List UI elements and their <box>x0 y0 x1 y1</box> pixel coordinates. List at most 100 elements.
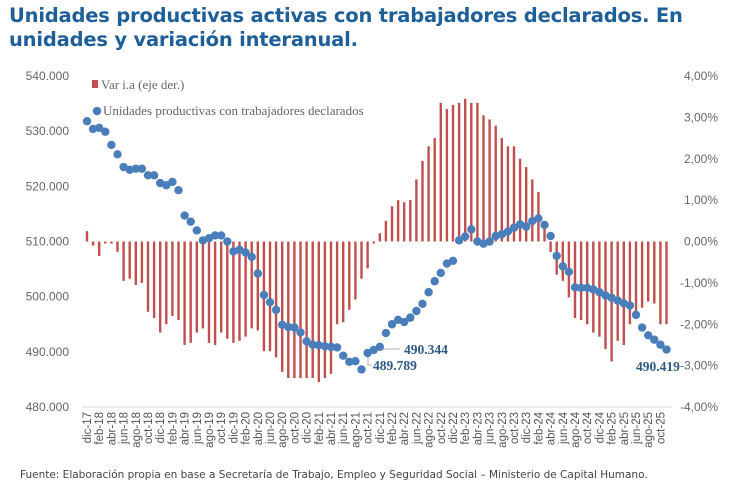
dot-jun-21 <box>339 351 348 360</box>
right-tick-label: 4,00% <box>684 69 718 83</box>
legend-label-bar: Var i.a (eje der.) <box>101 77 184 92</box>
bar-jun-22 <box>415 179 418 242</box>
x-tick-label: ago-23 <box>497 412 509 448</box>
bar-jul-23 <box>494 125 497 242</box>
dot-mar-19 <box>174 185 183 195</box>
x-tick-label: ago-24 <box>570 411 582 447</box>
x-tick-label: feb-24 <box>533 411 545 444</box>
left-tick-label: 530.000 <box>26 124 70 138</box>
dot-abr-18 <box>107 140 116 150</box>
dot-jul-25 <box>637 323 647 332</box>
x-tick-label: abr-23 <box>472 412 484 445</box>
bar-ago-22 <box>427 146 430 242</box>
bar-feb-21 <box>317 241 320 383</box>
right-tick-label: 3,00% <box>684 110 718 124</box>
x-tick-label: abr-20 <box>253 412 265 445</box>
dot-abr-21 <box>326 342 336 352</box>
x-tick-label: feb-25 <box>607 412 619 445</box>
right-tick-label: -2,00% <box>680 317 718 331</box>
bar-nov-18 <box>152 241 156 319</box>
x-tick-label: jun-20 <box>265 412 277 445</box>
left-tick-label: 520.000 <box>26 179 70 193</box>
dot-ene-23 <box>454 236 464 245</box>
annotation-489789: 489.789 <box>373 358 417 373</box>
annotation-leader-489789 <box>367 357 372 366</box>
bar-jun-21 <box>342 241 345 323</box>
annotation-leader-490344 <box>376 348 400 352</box>
bar-may-19 <box>189 241 192 343</box>
bar-feb-22 <box>390 206 394 242</box>
dot-ago-21 <box>351 357 360 366</box>
dot-mar-24 <box>540 220 549 230</box>
bar-oct-25 <box>659 241 662 325</box>
bar-may-18 <box>116 241 119 252</box>
bar-mar-18 <box>104 241 107 244</box>
bar-sep-21 <box>360 241 363 279</box>
left-tick-label: 500.000 <box>26 290 70 304</box>
dot-nov-19 <box>223 237 232 246</box>
bar-jun-18 <box>122 241 125 281</box>
bar-sep-20 <box>287 241 290 379</box>
bar-may-22 <box>409 200 412 242</box>
bar-feb-20 <box>244 241 247 337</box>
bar-sep-18 <box>140 241 144 283</box>
bar-jun-24 <box>561 241 564 281</box>
bar-ene-21 <box>311 241 314 379</box>
bar-ago-20 <box>281 241 284 372</box>
dot-jun-23 <box>485 237 494 246</box>
dot-jun-20 <box>265 297 275 307</box>
dot-may-19 <box>186 217 195 226</box>
x-tick-label: dic-19 <box>228 412 240 443</box>
bar-jul-25 <box>640 241 644 308</box>
left-tick-label: 510.000 <box>26 235 70 249</box>
bar-ene-24 <box>531 179 534 242</box>
bar-ago-23 <box>500 138 503 242</box>
left-tick-label: 490.000 <box>26 345 70 359</box>
right-tick-label: 0,00% <box>684 235 718 249</box>
x-tick-label: dic-23 <box>521 412 533 443</box>
bar-nov-19 <box>226 241 229 339</box>
bar-ago-21 <box>354 241 357 300</box>
bar-jul-18 <box>128 241 131 279</box>
bar-jun-20 <box>268 241 272 352</box>
bar-nov-20 <box>299 241 302 379</box>
bar-may-25 <box>628 241 632 325</box>
x-tick-label: dic-22 <box>448 412 460 443</box>
bar-sep-22 <box>433 138 436 242</box>
x-tick-label: dic-17 <box>82 412 94 443</box>
x-tick-label: abr-18 <box>106 412 118 445</box>
dot-nov-20 <box>296 328 305 337</box>
bar-mar-22 <box>396 200 400 242</box>
dot-oct-18 <box>143 171 153 180</box>
x-tick-label: oct-25 <box>655 412 667 444</box>
x-tick-label: abr-21 <box>326 412 338 445</box>
dot-sep-22 <box>430 277 439 286</box>
legend-swatch-bar <box>92 80 98 88</box>
bar-jun-19 <box>195 241 198 333</box>
bar-oct-18 <box>146 241 150 312</box>
annotation-490344: 490.344 <box>404 342 448 357</box>
bar-ago-18 <box>134 241 137 285</box>
bar-dic-21 <box>378 233 381 242</box>
x-tick-label: abr-25 <box>619 412 631 445</box>
dot-oct-25 <box>656 340 665 349</box>
bar-dic-19 <box>232 241 235 343</box>
dot-nov-25 <box>662 345 671 354</box>
dot-may-22 <box>406 313 415 322</box>
x-tick-label: dic-24 <box>594 411 606 443</box>
x-tick-label: jun-18 <box>119 412 131 445</box>
bar-abr-22 <box>403 202 406 242</box>
bar-sep-23 <box>506 146 510 242</box>
dot-jul-21 <box>345 357 354 366</box>
x-tick-label: feb-22 <box>387 412 399 445</box>
bar-ago-19 <box>207 241 211 343</box>
bar-oct-19 <box>220 241 223 333</box>
bar-mar-20 <box>250 241 253 329</box>
dot-dic-23 <box>522 222 531 231</box>
bar-dic-18 <box>159 241 162 333</box>
bar-dic-23 <box>525 167 528 242</box>
dot-feb-23 <box>461 232 470 241</box>
bar-may-23 <box>482 115 485 242</box>
bar-feb-18 <box>98 241 101 256</box>
bar-abr-20 <box>256 241 259 331</box>
